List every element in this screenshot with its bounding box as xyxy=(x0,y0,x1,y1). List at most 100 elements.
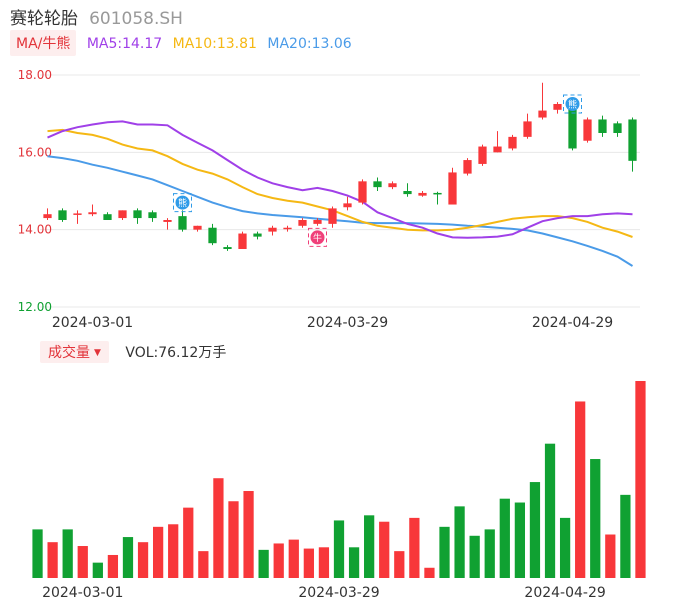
candle xyxy=(148,210,157,222)
volume-bar xyxy=(107,554,119,578)
candle-body xyxy=(628,119,637,161)
volume-indicator-button[interactable]: 成交量 ▼ xyxy=(40,341,109,363)
signal-marker-label: 熊 xyxy=(568,99,577,111)
candle-body xyxy=(298,220,307,226)
candle xyxy=(463,158,472,176)
candle-body xyxy=(463,160,472,174)
candle-body xyxy=(613,123,622,133)
candle xyxy=(433,191,442,205)
candle xyxy=(538,82,547,120)
candle-body xyxy=(553,104,562,110)
candle-body xyxy=(133,210,142,219)
volume-bar xyxy=(137,542,149,578)
volume-bar xyxy=(409,517,420,578)
y-tick-label: 18.00 xyxy=(18,68,52,82)
signal-marker-dot xyxy=(175,195,190,210)
candle-body xyxy=(73,213,82,215)
candle-body xyxy=(328,208,337,224)
candle xyxy=(583,117,592,143)
candle-body xyxy=(358,181,367,203)
candle xyxy=(133,208,142,224)
x-tick-label: 2024-03-01 xyxy=(52,315,133,331)
volume-bar xyxy=(62,529,73,578)
volume-bar xyxy=(379,521,390,578)
volume-bar xyxy=(424,567,435,578)
volume-bar xyxy=(620,494,631,578)
volume-bar xyxy=(243,491,254,578)
candle-body xyxy=(148,212,157,219)
signal-marker-frame xyxy=(308,227,327,247)
x-tick-label: 2024-04-29 xyxy=(524,585,605,601)
volume-bar xyxy=(303,548,314,578)
candle-body xyxy=(103,214,112,220)
volume-bar xyxy=(364,515,375,578)
candle xyxy=(238,231,247,249)
candle-body xyxy=(403,191,412,195)
signal-marker-frame xyxy=(563,94,582,114)
candle-body xyxy=(88,212,97,215)
candle xyxy=(343,196,352,211)
candle xyxy=(613,121,622,137)
stock-code: 601058.SH xyxy=(89,9,183,29)
volume-bar xyxy=(318,547,330,578)
signal-marker-label: 牛 xyxy=(313,232,322,244)
volume-bar xyxy=(529,482,541,578)
ma20-label: MA20:13.06 xyxy=(267,36,352,52)
volume-bar xyxy=(544,443,556,578)
ma-indicator-button[interactable]: MA/牛熊 xyxy=(10,30,77,56)
volume-bar xyxy=(439,526,450,578)
candle-body xyxy=(568,107,577,149)
volume-legend: 成交量 ▼ VOL:76.12万手 xyxy=(40,341,226,363)
x-tick-label: 2024-03-29 xyxy=(307,315,388,331)
candle xyxy=(163,218,172,230)
candle xyxy=(328,206,337,228)
candle xyxy=(283,225,292,232)
candle-body xyxy=(163,220,172,222)
candle-body xyxy=(448,172,457,205)
candle-body xyxy=(313,220,322,224)
volume-bar xyxy=(47,542,58,578)
candle-body xyxy=(418,192,427,196)
stock-name: 赛轮轮胎 xyxy=(10,9,78,29)
candle xyxy=(448,167,457,205)
volume-bar xyxy=(454,506,465,578)
candle xyxy=(553,102,562,114)
signal-marker-frame xyxy=(173,193,192,213)
stock-header: 赛轮轮胎 601058.SH xyxy=(10,4,183,29)
volume-bar xyxy=(348,547,360,578)
volume-bar xyxy=(499,498,510,578)
price-candlestick-chart[interactable]: 18.00 16.00 14.00 12.00 熊牛 熊 2024-03-01 2024-03… xyxy=(0,0,686,335)
candle-body xyxy=(523,121,532,137)
candle xyxy=(268,225,277,236)
volume-bar xyxy=(198,551,209,578)
y-tick-label: 16.00 xyxy=(18,145,52,159)
candle-body xyxy=(598,119,607,133)
candle xyxy=(478,144,487,166)
candle-body xyxy=(238,233,247,249)
candle xyxy=(628,117,637,172)
volume-bar xyxy=(484,529,495,578)
candle xyxy=(373,177,382,191)
y-tick-label: 12.00 xyxy=(18,300,52,314)
candle xyxy=(508,134,517,151)
candle xyxy=(193,225,202,232)
volume-bar xyxy=(228,501,239,578)
candle xyxy=(358,179,367,205)
candle-body xyxy=(193,225,202,230)
volume-bar xyxy=(333,520,345,578)
candle xyxy=(403,183,412,197)
volume-bar xyxy=(168,524,179,578)
candle xyxy=(73,210,82,224)
ma10-label: MA10:13.81 xyxy=(172,36,257,52)
candle-body xyxy=(178,216,187,230)
candle-body xyxy=(373,181,382,188)
candle xyxy=(598,115,607,137)
candle-body xyxy=(58,210,67,220)
ma5-line xyxy=(47,120,633,239)
volume-bar xyxy=(590,459,601,578)
candle xyxy=(58,208,67,222)
candle-body xyxy=(583,119,592,141)
candle xyxy=(523,113,532,139)
candle xyxy=(388,181,397,190)
